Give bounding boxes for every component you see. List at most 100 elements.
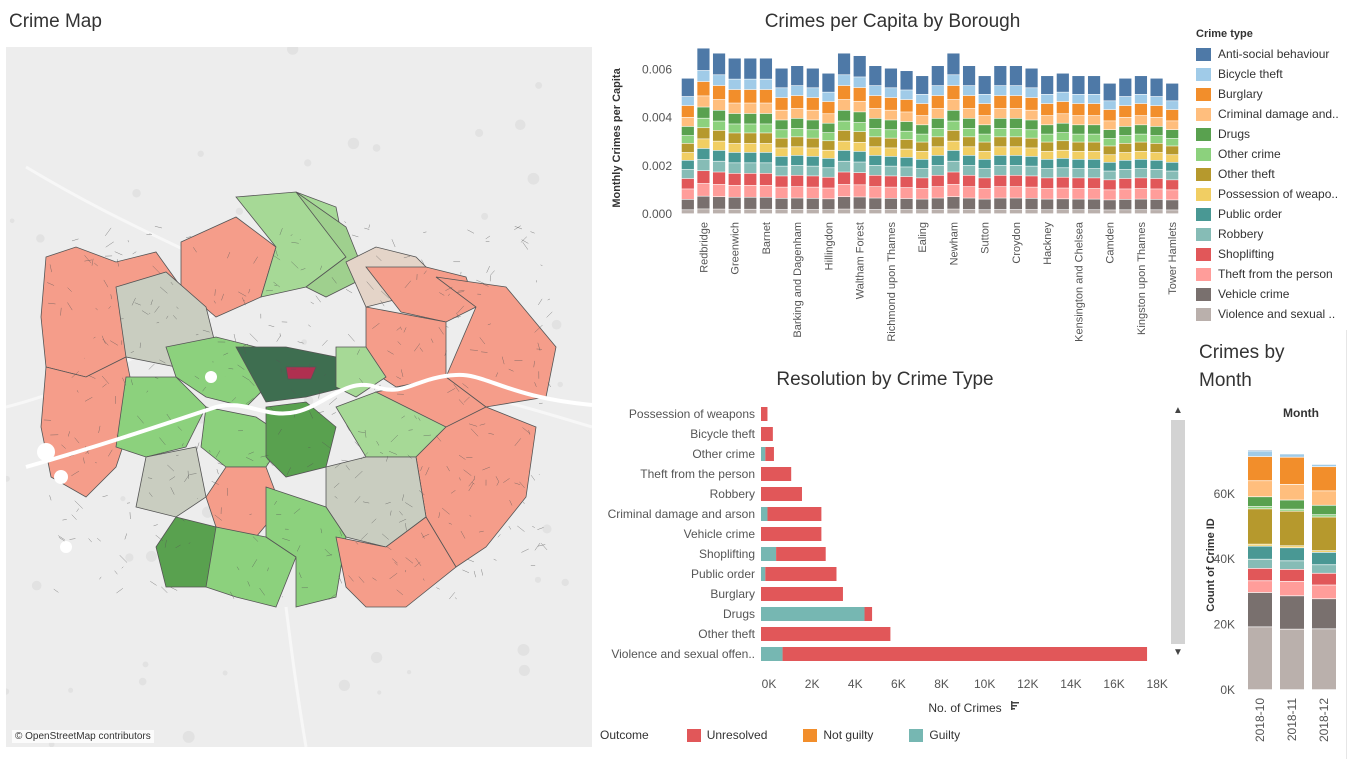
- capita-bar-segment[interactable]: [884, 88, 898, 98]
- capita-bar-segment[interactable]: [978, 134, 991, 142]
- capita-bar-segment[interactable]: [962, 108, 976, 119]
- month-bar-segment[interactable]: [1248, 506, 1272, 509]
- capita-bar-segment[interactable]: [1009, 118, 1023, 129]
- month-bar-segment[interactable]: [1248, 627, 1272, 690]
- capita-bar-segment[interactable]: [962, 165, 976, 175]
- capita-bar-segment[interactable]: [947, 141, 960, 151]
- capita-bar-segment[interactable]: [978, 76, 991, 95]
- capita-bar-segment[interactable]: [869, 155, 882, 166]
- capita-bar-segment[interactable]: [759, 197, 773, 209]
- capita-bar-segment[interactable]: [1134, 159, 1148, 169]
- capita-bar-segment[interactable]: [1119, 143, 1132, 153]
- capita-bar-segment[interactable]: [853, 162, 866, 173]
- capita-bar-segment[interactable]: [1166, 109, 1179, 121]
- resolution-bar-segment[interactable]: [761, 427, 773, 441]
- capita-bar-segment[interactable]: [697, 159, 710, 171]
- capita-bar-segment[interactable]: [744, 113, 757, 124]
- borough-area[interactable]: [135, 446, 207, 518]
- capita-bar-segment[interactable]: [1072, 76, 1085, 95]
- capita-bar-segment[interactable]: [1009, 147, 1023, 156]
- capita-bar-segment[interactable]: [994, 66, 1007, 86]
- month-bar-segment[interactable]: [1280, 569, 1304, 582]
- capita-bar-segment[interactable]: [681, 143, 694, 153]
- month-bar-segment[interactable]: [1312, 573, 1336, 585]
- capita-bar-segment[interactable]: [1119, 152, 1132, 161]
- month-bar-segment[interactable]: [1312, 491, 1336, 505]
- capita-bar-segment[interactable]: [791, 66, 804, 86]
- capita-bar-segment[interactable]: [1119, 105, 1132, 118]
- capita-bar-segment[interactable]: [775, 209, 788, 214]
- capita-bar-segment[interactable]: [947, 172, 960, 185]
- capita-bar-segment[interactable]: [853, 172, 866, 185]
- capita-bar-segment[interactable]: [1150, 189, 1163, 200]
- capita-bar-segment[interactable]: [1009, 128, 1023, 137]
- capita-bar-segment[interactable]: [759, 124, 773, 133]
- capita-bar-segment[interactable]: [728, 209, 741, 214]
- capita-bar-segment[interactable]: [1134, 199, 1148, 210]
- capita-bar-segment[interactable]: [1072, 94, 1085, 104]
- capita-bar-segment[interactable]: [681, 169, 694, 179]
- capita-bar-segment[interactable]: [1041, 188, 1054, 199]
- capita-bar-segment[interactable]: [1166, 171, 1179, 180]
- capita-bar-segment[interactable]: [1166, 162, 1179, 171]
- month-bar-segment[interactable]: [1312, 599, 1336, 629]
- month-bar-segment[interactable]: [1280, 548, 1304, 561]
- capita-bar-segment[interactable]: [884, 120, 898, 130]
- capita-bar-segment[interactable]: [962, 155, 976, 166]
- capita-bar-segment[interactable]: [759, 152, 773, 163]
- capita-bar-segment[interactable]: [1041, 115, 1054, 125]
- capita-bar-segment[interactable]: [837, 53, 851, 75]
- capita-bar-segment[interactable]: [822, 141, 835, 150]
- capita-bar-segment[interactable]: [1166, 83, 1179, 101]
- capita-bar-segment[interactable]: [1009, 85, 1023, 96]
- capita-bar-segment[interactable]: [791, 209, 804, 214]
- capita-bar-segment[interactable]: [744, 173, 757, 185]
- capita-bar-segment[interactable]: [1119, 189, 1132, 200]
- resolution-bar-segment[interactable]: [761, 527, 822, 541]
- capita-bar-segment[interactable]: [806, 176, 819, 187]
- capita-bar-segment[interactable]: [916, 103, 929, 116]
- capita-bar-segment[interactable]: [1025, 166, 1038, 176]
- capita-bar-segment[interactable]: [1072, 159, 1085, 169]
- capita-bar-segment[interactable]: [853, 122, 866, 132]
- capita-bar-segment[interactable]: [1072, 125, 1085, 134]
- capita-bar-segment[interactable]: [775, 138, 788, 148]
- outcome-legend-item[interactable]: Not guilty: [803, 728, 873, 742]
- capita-bar-segment[interactable]: [1041, 178, 1054, 189]
- capita-bar-segment[interactable]: [962, 118, 976, 129]
- capita-bar-segment[interactable]: [1072, 151, 1085, 160]
- legend-item[interactable]: Other theft: [1196, 164, 1343, 184]
- capita-bar-segment[interactable]: [1041, 151, 1054, 160]
- capita-bar-segment[interactable]: [1150, 143, 1163, 153]
- capita-bar-segment[interactable]: [884, 187, 898, 199]
- capita-bar-segment[interactable]: [947, 209, 960, 214]
- capita-bar-segment[interactable]: [759, 103, 773, 114]
- capita-bar-segment[interactable]: [1072, 168, 1085, 178]
- resolution-bar-segment[interactable]: [765, 447, 774, 461]
- capita-bar-segment[interactable]: [837, 209, 851, 214]
- resolution-bar-segment[interactable]: [761, 647, 783, 661]
- capita-bar-segment[interactable]: [884, 130, 898, 138]
- capita-bar-segment[interactable]: [822, 73, 835, 92]
- capita-bar-segment[interactable]: [791, 95, 804, 109]
- capita-bar-segment[interactable]: [1041, 199, 1054, 210]
- capita-bar-segment[interactable]: [1087, 142, 1101, 152]
- capita-bar-segment[interactable]: [978, 115, 991, 125]
- capita-bar-segment[interactable]: [712, 121, 726, 131]
- capita-bar-segment[interactable]: [744, 185, 757, 197]
- capita-bar-segment[interactable]: [759, 89, 773, 103]
- capita-bar-segment[interactable]: [1150, 152, 1163, 161]
- capita-bar-segment[interactable]: [681, 178, 694, 189]
- capita-bar-segment[interactable]: [681, 126, 694, 136]
- capita-bar-segment[interactable]: [759, 185, 773, 197]
- capita-bar-segment[interactable]: [1025, 97, 1038, 110]
- capita-bar-segment[interactable]: [853, 131, 866, 142]
- capita-bar-segment[interactable]: [712, 99, 726, 110]
- capita-bar-segment[interactable]: [1087, 199, 1101, 210]
- capita-bar-segment[interactable]: [728, 197, 741, 209]
- capita-bar-segment[interactable]: [681, 105, 694, 118]
- capita-bar-segment[interactable]: [837, 99, 851, 110]
- capita-bar-segment[interactable]: [900, 187, 913, 199]
- outcome-legend-item[interactable]: Unresolved: [686, 728, 767, 742]
- capita-bar-segment[interactable]: [1103, 200, 1116, 210]
